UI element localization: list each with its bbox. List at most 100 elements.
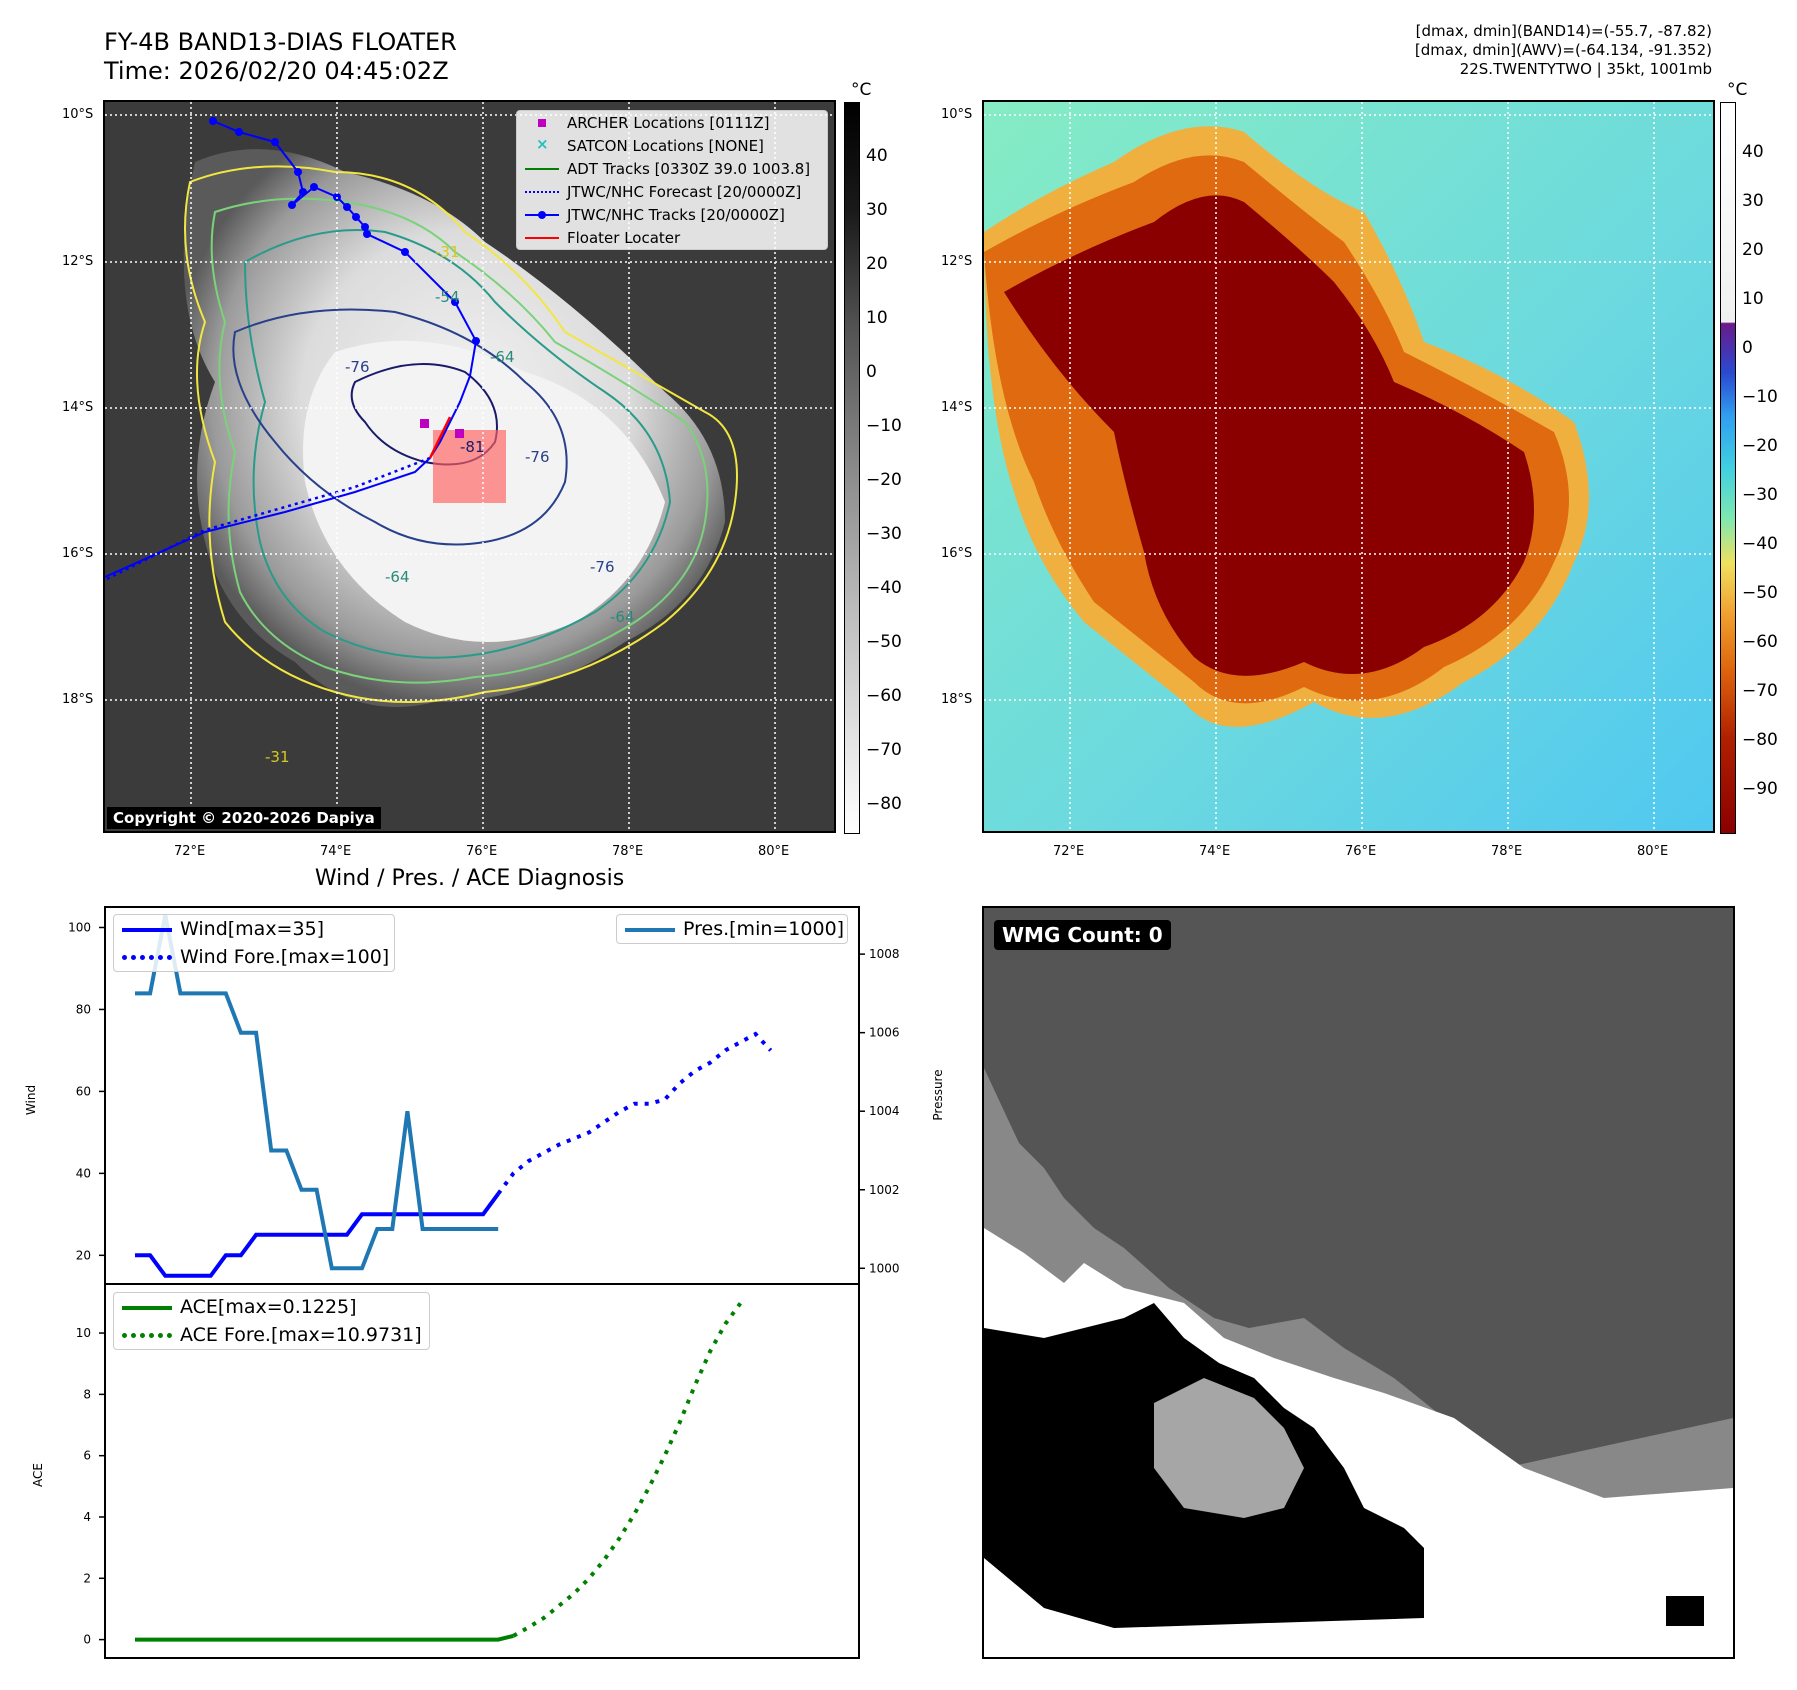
legend-steelblue-icon xyxy=(625,928,675,932)
contour-label-group: -31 -54 -64 -76 -81 -76 -64 -64 -76 -31 xyxy=(265,243,635,766)
title-line-1: FY-4B BAND13-DIAS FLOATER xyxy=(104,28,457,56)
contour-label-3: -64 xyxy=(490,348,515,366)
pressure-ylabel: Pressure xyxy=(931,1069,945,1120)
ytick-label: 1008 xyxy=(869,947,900,961)
lon-label-76e: 76°E xyxy=(466,844,498,859)
legend-archer: ARCHER Locations [0111Z] xyxy=(517,111,827,134)
wmg-count-label: WMG Count: 0 xyxy=(994,920,1171,950)
lat-label-12s: 12°S xyxy=(62,254,94,269)
lcb-tick: −10 xyxy=(866,416,902,436)
diagnosis-title: Wind / Pres. / ACE Diagnosis xyxy=(314,866,625,891)
rcb-tick: 30 xyxy=(1742,191,1764,211)
wind-lines xyxy=(135,914,773,1278)
rcb-tick: −60 xyxy=(1742,632,1778,652)
legend-solid-blue-icon xyxy=(122,928,172,932)
legend-forecast: JTWC/NHC Forecast [20/0000Z] xyxy=(517,180,827,203)
awv-lat-label-12s: 12°S xyxy=(941,254,973,269)
legend-adt-label: ADT Tracks [0330Z 39.0 1003.8] xyxy=(567,159,811,178)
lon-label-78e: 78°E xyxy=(612,844,644,859)
storm-info: [dmax, dmin](BAND14)=(-55.7, -87.82) [dm… xyxy=(1415,22,1712,79)
lat-label-14s: 14°S xyxy=(62,400,94,415)
lcb-tick: 0 xyxy=(866,362,877,382)
legend-archer-label: ARCHER Locations [0111Z] xyxy=(567,113,770,132)
map-legend: ARCHER Locations [0111Z] × SATCON Locati… xyxy=(516,110,828,250)
legend-satcon-label: SATCON Locations [NONE] xyxy=(567,136,764,155)
legend-tracks-label: JTWC/NHC Tracks [20/0000Z] xyxy=(567,205,785,224)
awv-map-panel[interactable] xyxy=(982,100,1715,833)
contour-label-6: -76 xyxy=(525,448,550,466)
contour-54 xyxy=(210,197,709,684)
rcb-tick: −80 xyxy=(1742,730,1778,750)
legend-solid-green-icon xyxy=(122,1306,172,1310)
legend-red-line-icon xyxy=(525,236,559,239)
jtwc-forecast xyxy=(105,456,431,582)
jtwc-track-points xyxy=(209,117,480,345)
contour-label-8: -64 xyxy=(610,608,635,626)
series-line-0 xyxy=(135,914,499,1271)
awv-gridlines xyxy=(984,102,1713,831)
wind-axis-ticks: 20 40 60 80 100 xyxy=(68,920,105,1262)
lcb-tick: −30 xyxy=(866,524,902,544)
awv-core xyxy=(1004,195,1534,676)
title-line-2: Time: 2026/02/20 04:45:02Z xyxy=(104,57,449,85)
lat-label-18s: 18°S xyxy=(62,692,94,707)
legend-dotted-green-icon xyxy=(122,1333,172,1338)
left-colorbar-unit: °C xyxy=(851,80,872,100)
legend-dotted-icon xyxy=(525,190,559,193)
rcb-tick: 0 xyxy=(1742,338,1753,358)
wind-legend-label: Wind[max=35] xyxy=(180,918,325,940)
ytick-label: 10 xyxy=(76,1326,91,1340)
lcb-tick: −60 xyxy=(866,686,902,706)
lcb-tick: 30 xyxy=(866,200,888,220)
ytick-label: 100 xyxy=(68,920,91,934)
contour-76 xyxy=(232,308,568,546)
ace-fore-legend-label: ACE Fore.[max=10.9731] xyxy=(180,1324,422,1346)
ytick-label: 8 xyxy=(83,1387,91,1401)
rcb-tick: −10 xyxy=(1742,387,1778,407)
wind-legend-forecast: Wind Fore.[max=100] xyxy=(114,943,394,971)
awv-lat-label-14s: 14°S xyxy=(941,400,973,415)
series-line-1 xyxy=(496,1031,773,1195)
ace-lines xyxy=(135,1302,743,1642)
awv-lon-label-74e: 74°E xyxy=(1199,844,1231,859)
ace-axis-ticks: 0 2 4 6 8 10 xyxy=(76,1326,105,1647)
diagnosis-chart[interactable]: 20 40 60 80 100 1000 1002 1004 1006 1008 0 2 4 6 8 10… xyxy=(0,895,960,1675)
lon-label-72e: 72°E xyxy=(174,844,206,859)
contour-64 xyxy=(243,229,672,659)
contour-label-7: -64 xyxy=(385,568,410,586)
ir-map-panel[interactable]: -31 -54 -64 -76 -81 -76 -64 -64 -76 -31 … xyxy=(103,100,836,833)
pressure-legend: Pres.[min=1000] xyxy=(616,914,848,944)
pressure-legend-row: Pres.[min=1000] xyxy=(617,915,847,943)
legend-square-icon xyxy=(538,118,546,127)
copyright-badge: Copyright © 2020-2026 Dapiya xyxy=(107,807,381,829)
awv-lat-label-16s: 16°S xyxy=(941,546,973,561)
rcb-tick: −50 xyxy=(1742,583,1778,603)
legend-floater: Floater Locater xyxy=(517,226,827,249)
rcb-tick: −30 xyxy=(1742,485,1778,505)
archer-point-1 xyxy=(420,419,429,428)
contour-label-10: -31 xyxy=(265,748,290,766)
awv-lon-label-78e: 78°E xyxy=(1491,844,1523,859)
rcb-tick: −40 xyxy=(1742,534,1778,554)
wind-ylabel: Wind xyxy=(24,1085,38,1115)
legend-x-icon: × xyxy=(536,134,549,153)
contour-label-1: -31 xyxy=(435,243,460,261)
ytick-label: 1004 xyxy=(869,1104,900,1118)
wind-legend: Wind[max=35] Wind Fore.[max=100] xyxy=(113,914,395,972)
ace-legend-label: ACE[max=0.1225] xyxy=(180,1296,357,1318)
awv-lon-label-76e: 76°E xyxy=(1345,844,1377,859)
awv-lon-label-80e: 80°E xyxy=(1637,844,1669,859)
wmg-svg xyxy=(984,908,1733,1657)
contour-label-9: -76 xyxy=(590,558,615,576)
wmg-panel[interactable]: WMG Count: 0 xyxy=(982,906,1735,1659)
series-line-0 xyxy=(135,1192,500,1278)
awv-map-svg xyxy=(984,102,1713,831)
wmg-spot xyxy=(1666,1596,1704,1626)
ace-legend-forecast: ACE Fore.[max=10.9731] xyxy=(114,1321,429,1349)
right-colorbar xyxy=(1720,102,1736,834)
ytick-label: 20 xyxy=(76,1248,91,1262)
legend-satcon: × SATCON Locations [NONE] xyxy=(517,134,827,157)
ytick-label: 60 xyxy=(76,1084,91,1098)
archer-point-2 xyxy=(455,429,464,438)
ytick-label: 0 xyxy=(83,1633,91,1647)
